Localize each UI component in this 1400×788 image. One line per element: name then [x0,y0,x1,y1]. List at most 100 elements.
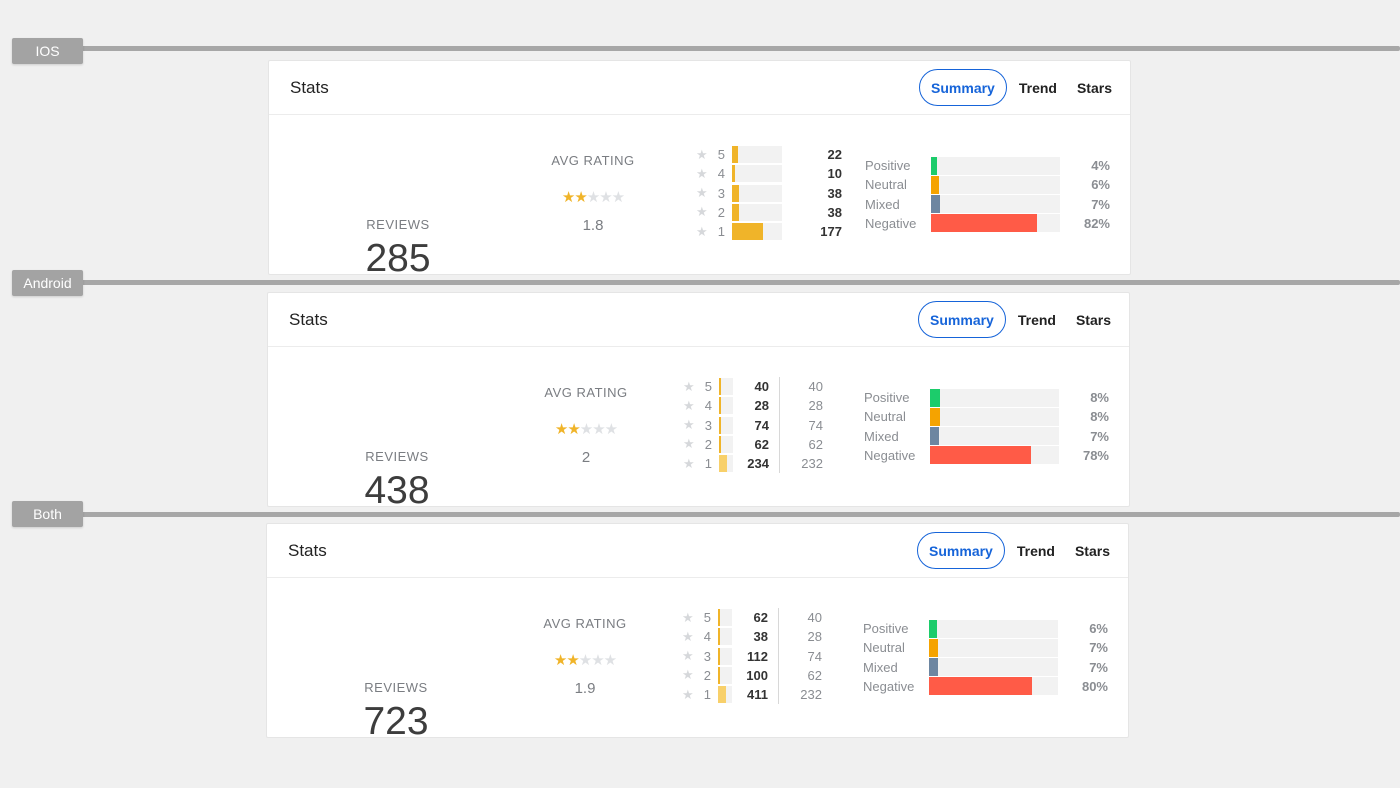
rating-count: 74 [754,417,769,433]
sentiment-row-positive: Positive 6% [863,619,1108,638]
star-icon: ★ [696,165,708,181]
star-icon: ★ [696,223,708,239]
sentiment-percent: 82% [1083,215,1110,231]
star-icon: ★ [683,455,695,471]
sentiment-percent: 7% [1089,640,1108,656]
rating-compare-count: 40 [808,379,823,394]
sentiment-bar [931,195,1060,214]
star-level: 4 [703,629,711,645]
tab-trend[interactable]: Trend [1017,311,1056,328]
star-empty-icon: ★ [591,652,604,669]
rating-distribution-row: ★ 3 74 74 [683,416,823,435]
rating-count: 112 [747,648,768,664]
rating-count: 234 [747,456,769,472]
tab-trend[interactable]: Trend [1018,79,1057,96]
sentiment-row-negative: Negative 78% [864,446,1109,465]
sentiment-percent: 4% [1091,158,1110,173]
rating-bar-fill [718,666,720,684]
sentiment-bar [930,388,1059,407]
avg-rating-value: 1.9 [574,680,596,697]
avg-rating-value: 1.8 [582,217,604,234]
card-header: Stats Summary Trend Stars [269,61,1130,115]
tab-summary[interactable]: Summary [918,301,1006,338]
rating-bar-fill [718,686,726,704]
tab-stars[interactable]: Stars [1075,311,1111,328]
star-empty-icon: ★ [603,652,617,669]
sentiment-bar [930,427,1059,446]
star-icon: ★ [683,378,695,394]
rating-count: 40 [754,379,769,394]
sentiment-row-neutral: Neutral 7% [863,638,1108,657]
sentiment-bar-fill [930,427,940,446]
rating-distribution-row: ★ 1 411 232 [682,685,822,704]
tab-stars[interactable]: Stars [1076,79,1112,96]
tab-trend[interactable]: Trend [1016,542,1055,559]
sentiment-label: Neutral [865,177,907,193]
rating-distribution-row: ★ 4 38 28 [682,627,822,646]
rating-compare-count: 74 [807,648,822,664]
distribution-divider [778,608,779,704]
section-divider-line [40,46,1400,51]
distribution-divider [779,377,780,473]
rating-distribution-row: ★ 2 62 62 [683,435,823,454]
rating-count: 38 [753,629,768,645]
sentiment-percent: 8% [1090,409,1109,425]
sentiment-bar [929,638,1058,657]
sentiment-label: Positive [863,621,909,636]
star-icon: ★ [696,204,708,220]
sentiment-label: Positive [864,390,910,405]
sentiment-row-mixed: Mixed 7% [865,195,1110,214]
rating-distribution-row: ★ 3 112 74 [682,647,822,666]
sentiment-bar [929,658,1058,677]
section-divider-line [40,280,1400,285]
rating-count: 28 [754,398,769,414]
star-icon: ★ [696,185,708,201]
stats-card: Stats Summary Trend Stars REVIEWS 438 AVG RATI… [267,292,1130,512]
star-level: 1 [717,224,725,240]
star-icon: ★ [682,686,694,702]
rating-compare-count: 28 [807,629,822,645]
stats-card: Stats Summary Trend Stars REVIEWS 723 AVG RATI… [266,523,1129,743]
rating-count: 177 [820,224,842,240]
sentiment-bar-fill [929,677,1033,696]
star-level: 2 [703,667,711,683]
card-header: Stats Summary Trend Stars [268,293,1129,347]
star-icon: ★ [683,417,695,433]
tab-bar: Summary Trend Stars [917,532,1120,569]
rating-bar [718,628,732,646]
rating-compare-count: 232 [801,456,823,472]
star-icon: ★ [696,146,708,162]
rating-bar-fill [732,165,735,183]
sentiment-label: Negative [864,447,916,463]
rating-compare-count: 232 [800,687,822,703]
rating-bar-fill [719,397,721,415]
star-filled-icon: ★ [567,421,580,438]
rating-bar [718,686,732,704]
rating-distribution-row: ★ 3 38 [696,184,842,203]
stats-card: Stats Summary Trend Stars REVIEWS 285 AVG RATI… [268,60,1131,280]
star-filled-icon: ★ [574,189,587,206]
tab-stars[interactable]: Stars [1074,542,1110,559]
avg-rating-block: AVG RATING ★★★★★ 1.8 [513,153,673,234]
rating-count: 22 [827,147,842,162]
sentiment-bar-fill [929,638,939,657]
rating-bar-fill [719,455,727,473]
sentiment-percent: 80% [1081,678,1108,694]
star-level: 3 [703,648,711,664]
star-level: 1 [704,456,712,472]
rating-compare-count: 62 [807,667,822,683]
sentiment-bar-fill [931,156,937,175]
star-level: 5 [703,610,711,625]
rating-count: 10 [827,166,842,182]
sentiment-bar-fill [931,195,941,214]
star-filled-icon: ★ [566,652,579,669]
sentiment-percent: 78% [1082,447,1109,463]
star-empty-icon: ★ [592,421,605,438]
rating-compare-count: 40 [807,610,822,625]
sentiment-row-positive: Positive 4% [865,156,1110,175]
tab-summary[interactable]: Summary [917,532,1005,569]
tab-summary[interactable]: Summary [919,69,1007,106]
avg-rating-block: AVG RATING ★★★★★ 1.9 [505,616,665,697]
rating-distribution-row: ★ 4 28 28 [683,396,823,415]
section-tag-android: Android [12,270,83,296]
